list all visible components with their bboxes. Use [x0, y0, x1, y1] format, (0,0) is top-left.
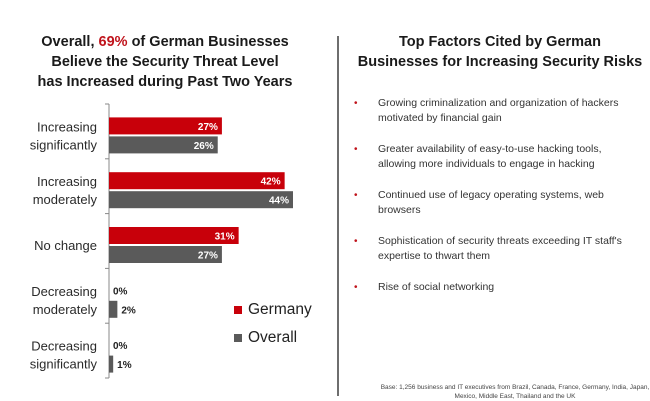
factor-item: • Rise of social networking — [352, 280, 642, 295]
category-label: significantly — [30, 357, 98, 372]
bullet-icon: • — [354, 236, 358, 247]
title-suffix: of German Businesses — [127, 34, 289, 50]
bar-overall — [109, 300, 118, 318]
factor-item: • Sophistication of security threats exce… — [352, 234, 642, 264]
right-panel-title: Top Factors Cited by German Businesses f… — [350, 32, 650, 72]
factor-item: • Growing criminalization and organizatio… — [352, 96, 642, 126]
right-title-line-1: Top Factors Cited by German — [399, 34, 601, 50]
factor-text: Continued use of legacy operating system… — [378, 189, 604, 216]
legend-item-germany: Germany — [234, 296, 312, 324]
category-label: Increasing — [37, 174, 97, 189]
bar-value-label: 2% — [121, 305, 136, 316]
category-label: Decreasing — [31, 339, 97, 354]
bar-value-label: 31% — [215, 232, 235, 243]
left-panel-title: Overall, 69% of German Businesses Believ… — [20, 32, 310, 92]
bar-germany — [109, 227, 239, 244]
legend-swatch-germany — [234, 306, 242, 314]
legend-label-overall: Overall — [248, 329, 298, 346]
bar-overall — [109, 136, 218, 154]
title-prefix: Overall, — [41, 34, 99, 50]
bullet-icon: • — [354, 144, 358, 155]
category-label: moderately — [33, 192, 98, 207]
base-footnote: Base: 1,256 business and IT executives f… — [380, 384, 650, 400]
factor-text: Sophistication of security threats excee… — [378, 235, 622, 262]
title-highlight-percent: 69% — [98, 34, 128, 50]
factor-item: • Greater availability of easy-to-use hac… — [352, 142, 642, 172]
bar-value-label: 42% — [261, 177, 281, 188]
category-label: No change — [34, 238, 97, 253]
bar-germany — [109, 172, 285, 190]
bar-value-label: 27% — [198, 251, 218, 262]
bar-value-label: 1% — [117, 360, 132, 371]
title-line-2: Believe the Security Threat Level — [51, 54, 279, 70]
category-label: moderately — [33, 302, 98, 317]
bar-overall — [109, 355, 114, 373]
right-title-line-2: Businesses for Increasing Security Risks — [357, 54, 643, 70]
bar-overall — [109, 191, 293, 209]
legend-label-germany: Germany — [248, 301, 312, 318]
factor-text: Greater availability of easy-to-use hack… — [378, 143, 602, 170]
bullet-icon: • — [354, 190, 358, 201]
bar-value-label: 26% — [194, 141, 214, 152]
panel-divider — [337, 36, 339, 396]
chart-legend: Germany Overall — [234, 296, 312, 352]
title-line-3: has Increased during Past Two Years — [37, 74, 293, 90]
legend-item-overall: Overall — [234, 324, 312, 352]
category-label: significantly — [30, 137, 98, 152]
factor-text: Growing criminalization and organization… — [378, 97, 619, 124]
factors-list: • Growing criminalization and organizatio… — [352, 96, 642, 311]
bullet-icon: • — [354, 282, 358, 293]
bar-value-label: 44% — [269, 196, 289, 207]
bar-value-label: 0% — [113, 341, 128, 352]
bar-germany — [109, 117, 222, 135]
factor-text: Rise of social networking — [378, 281, 495, 293]
category-label: Increasing — [37, 119, 97, 134]
bar-value-label: 0% — [113, 286, 128, 297]
legend-swatch-overall — [234, 334, 242, 342]
factor-item: • Continued use of legacy operating syste… — [352, 188, 642, 218]
bullet-icon: • — [354, 98, 358, 109]
category-label: Decreasing — [31, 284, 97, 299]
bar-overall — [109, 246, 222, 263]
bar-value-label: 27% — [198, 122, 218, 133]
